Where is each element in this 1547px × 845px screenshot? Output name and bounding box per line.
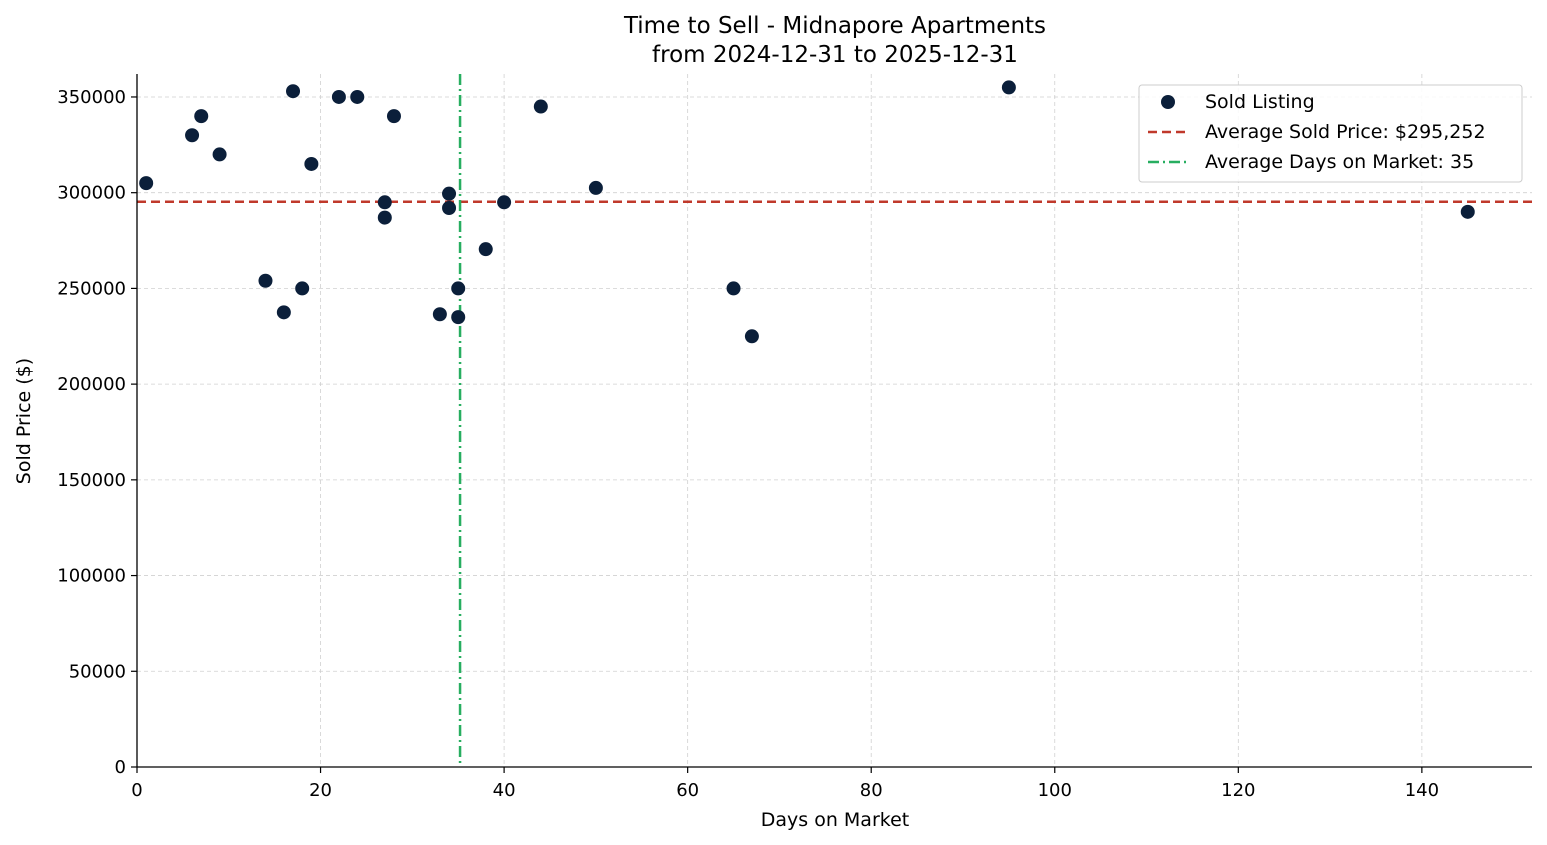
scatter-point	[442, 201, 457, 216]
scatter-point	[386, 109, 401, 124]
x-tick-label: 20	[309, 780, 332, 801]
y-tick-label: 300000	[57, 183, 126, 204]
y-tick-label: 150000	[57, 470, 126, 491]
x-tick-label: 60	[676, 780, 699, 801]
legend-label-sold-listing: Sold Listing	[1205, 91, 1315, 113]
y-tick-label: 50000	[69, 661, 126, 682]
scatter-point	[286, 84, 301, 99]
scatter-point	[588, 180, 603, 195]
reference-lines	[137, 74, 1532, 767]
data-points	[139, 80, 1475, 344]
scatter-point	[212, 147, 227, 162]
scatter-point	[258, 273, 273, 288]
scatter-point	[451, 310, 466, 325]
y-axis-label: Sold Price ($)	[13, 358, 35, 484]
scatter-point	[194, 109, 209, 124]
scatter-point	[744, 329, 759, 344]
scatter-point	[185, 128, 200, 143]
scatter-point	[377, 210, 392, 225]
legend-label-avg-days: Average Days on Market: 35	[1205, 151, 1474, 173]
legend-box	[1138, 84, 1523, 183]
scatter-point	[1460, 204, 1475, 219]
x-tick-label: 0	[131, 780, 142, 801]
scatter-point	[497, 195, 512, 210]
x-tick-label: 40	[493, 780, 516, 801]
grid	[137, 74, 1532, 767]
legend-label-avg-price: Average Sold Price: $295,252	[1205, 121, 1486, 143]
scatter-point	[726, 281, 741, 296]
x-tick-label: 120	[1221, 780, 1255, 801]
scatter-point	[1001, 80, 1016, 95]
y-tick-label: 350000	[57, 87, 126, 108]
legend: Sold Listing Average Sold Price: $295,25…	[1138, 84, 1523, 183]
y-tick-label: 250000	[57, 278, 126, 299]
x-tick-label: 140	[1405, 780, 1439, 801]
y-tick-label: 200000	[57, 374, 126, 395]
scatter-point	[432, 307, 447, 322]
y-tick-label: 100000	[57, 566, 126, 587]
scatter-point	[451, 281, 466, 296]
scatter-point	[276, 305, 291, 320]
scatter-point	[304, 156, 319, 171]
axes: 0 20 40 60 80 100 120 140 0 50000 100000 150000 2000…	[57, 74, 1532, 801]
scatter-point	[295, 281, 310, 296]
scatter-point	[350, 89, 365, 104]
legend-marker-sold-listing	[1161, 95, 1175, 109]
x-tick-label: 80	[860, 780, 883, 801]
scatter-point	[478, 242, 493, 257]
scatter-point	[442, 186, 457, 201]
scatter-point	[331, 89, 346, 104]
scatter-point	[139, 176, 154, 191]
scatter-point	[377, 195, 392, 210]
y-tick-label: 0	[115, 757, 126, 778]
chart-title: Time to Sell - Midnapore Apartments	[623, 13, 1046, 39]
scatter-point	[533, 99, 548, 114]
chart-subtitle: from 2024-12-31 to 2025-12-31	[652, 42, 1018, 68]
x-axis-label: Days on Market	[761, 809, 909, 831]
x-tick-label: 100	[1038, 780, 1072, 801]
